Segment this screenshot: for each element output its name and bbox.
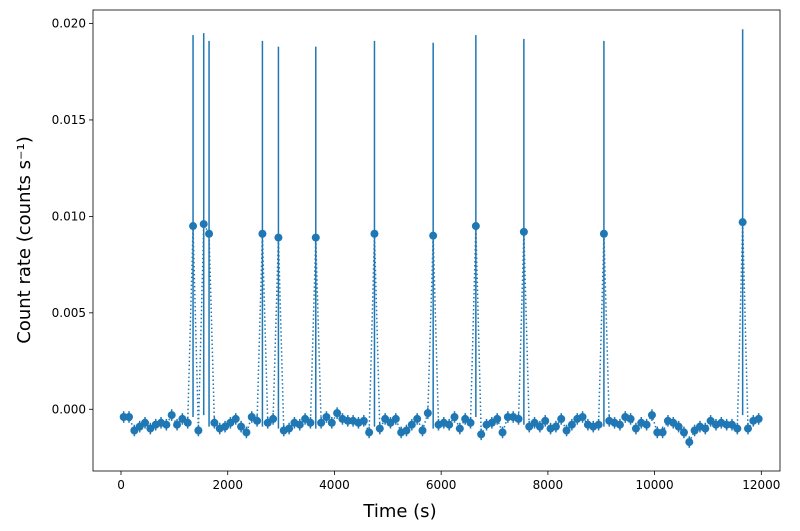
data-point bbox=[642, 420, 651, 429]
x-tick-label: 0 bbox=[117, 478, 125, 492]
data-point bbox=[365, 428, 374, 437]
data-line bbox=[123, 221, 759, 444]
data-point bbox=[754, 414, 763, 423]
data-point bbox=[418, 426, 427, 435]
data-point bbox=[413, 414, 422, 423]
data-point bbox=[327, 418, 336, 427]
data-point bbox=[210, 418, 219, 427]
data-point bbox=[189, 222, 198, 231]
data-point bbox=[733, 424, 742, 433]
data-point bbox=[429, 231, 438, 240]
data-point bbox=[455, 424, 464, 433]
data-point bbox=[631, 424, 640, 433]
x-tick-label: 2000 bbox=[212, 478, 243, 492]
x-tick-label: 4000 bbox=[319, 478, 350, 492]
data-point bbox=[274, 233, 283, 242]
data-point bbox=[205, 229, 214, 238]
data-point bbox=[125, 412, 134, 421]
data-point bbox=[514, 414, 523, 423]
data-point bbox=[333, 409, 342, 418]
data-point bbox=[141, 418, 150, 427]
x-axis-label: Time (s) bbox=[362, 501, 436, 522]
data-point bbox=[311, 233, 320, 242]
data-point bbox=[167, 411, 176, 420]
data-point bbox=[317, 418, 326, 427]
y-tick-label: 0.005 bbox=[52, 306, 86, 320]
data-point bbox=[594, 420, 603, 429]
data-point bbox=[615, 420, 624, 429]
data-point bbox=[450, 412, 459, 421]
y-axis-label: Count rate (counts s⁻¹) bbox=[14, 136, 35, 343]
data-point bbox=[322, 412, 331, 421]
data-point bbox=[674, 422, 683, 431]
x-tick-label: 10000 bbox=[636, 478, 674, 492]
y-tick-label: 0.010 bbox=[52, 209, 86, 223]
data-point bbox=[658, 428, 667, 437]
data-point bbox=[599, 229, 608, 238]
data-point bbox=[162, 420, 171, 429]
data-point bbox=[445, 420, 454, 429]
data-point bbox=[194, 426, 203, 435]
data-point bbox=[258, 229, 267, 238]
data-point bbox=[231, 414, 240, 423]
data-point bbox=[493, 414, 502, 423]
data-point bbox=[423, 409, 432, 418]
data-point bbox=[647, 411, 656, 420]
data-point bbox=[242, 428, 251, 437]
data-point bbox=[738, 218, 747, 227]
data-point bbox=[541, 416, 550, 425]
data-point bbox=[253, 416, 262, 425]
data-point bbox=[359, 416, 368, 425]
data-point bbox=[407, 420, 416, 429]
data-point bbox=[498, 428, 507, 437]
data-point bbox=[237, 422, 246, 431]
data-point bbox=[375, 424, 384, 433]
data-point bbox=[685, 438, 694, 447]
data-point bbox=[477, 430, 486, 439]
x-tick-label: 6000 bbox=[426, 478, 457, 492]
data-point bbox=[199, 220, 208, 229]
data-point bbox=[551, 422, 560, 431]
data-point bbox=[466, 418, 475, 427]
data-point bbox=[701, 424, 710, 433]
data-point bbox=[471, 222, 480, 231]
plot-frame bbox=[92, 9, 781, 472]
data-point bbox=[370, 229, 379, 238]
data-point bbox=[295, 420, 304, 429]
x-tick-label: 8000 bbox=[533, 478, 564, 492]
y-tick-label: 0.020 bbox=[52, 17, 86, 31]
y-tick-label: 0.000 bbox=[52, 402, 86, 416]
data-point bbox=[306, 418, 315, 427]
data-point bbox=[557, 414, 566, 423]
data-point bbox=[535, 422, 544, 431]
x-tick-label: 12000 bbox=[742, 478, 780, 492]
data-point bbox=[391, 414, 400, 423]
data-point bbox=[269, 414, 278, 423]
data-point bbox=[519, 227, 528, 236]
data-point bbox=[183, 418, 192, 427]
data-point bbox=[173, 420, 182, 429]
data-point bbox=[626, 414, 635, 423]
data-point bbox=[285, 424, 294, 433]
data-point bbox=[679, 428, 688, 437]
data-point bbox=[402, 426, 411, 435]
data-point bbox=[578, 412, 587, 421]
data-point bbox=[743, 424, 752, 433]
y-tick-label: 0.015 bbox=[52, 113, 86, 127]
data-point bbox=[562, 426, 571, 435]
data-point bbox=[567, 420, 576, 429]
